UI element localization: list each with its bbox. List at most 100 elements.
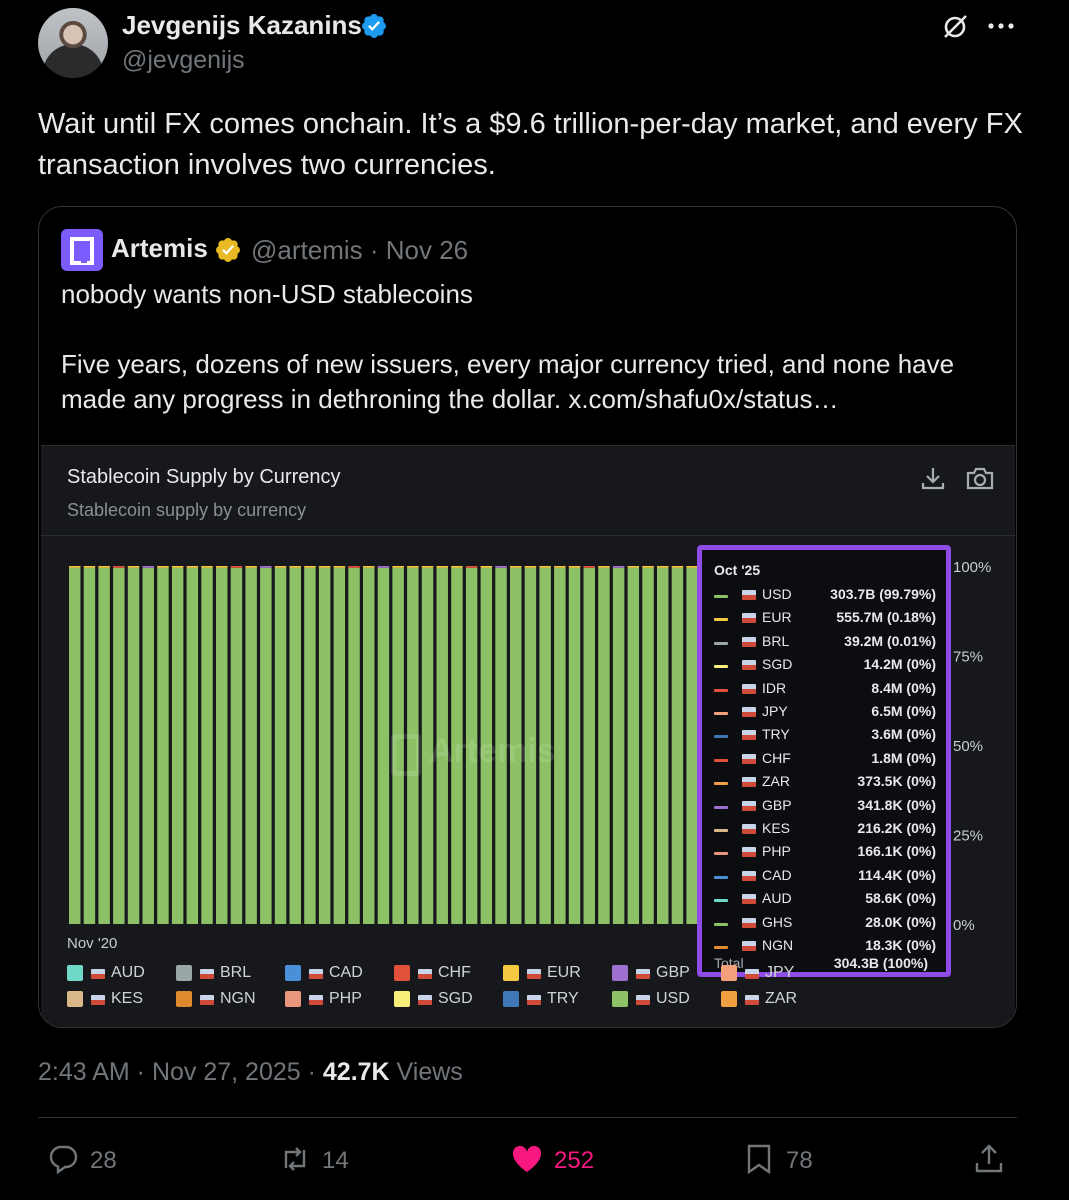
bar-other-currencies bbox=[201, 566, 213, 568]
bar-usd bbox=[642, 567, 654, 924]
bar-usd bbox=[186, 567, 199, 924]
legend-label: TRY bbox=[547, 990, 579, 1007]
flag-icon bbox=[742, 870, 756, 881]
author-avatar[interactable] bbox=[38, 8, 108, 78]
legend-label: KES bbox=[111, 990, 144, 1007]
flag-icon bbox=[527, 995, 541, 1005]
series-dash-icon bbox=[714, 805, 728, 809]
bar-other-currencies bbox=[407, 566, 419, 568]
chart-card: 100% 75% 50% 25% 0% Nov '20 Stablecoin Supply… bbox=[41, 445, 1015, 1027]
bar-usd bbox=[465, 567, 478, 924]
bar-usd bbox=[363, 567, 375, 924]
legend-label: CHF bbox=[438, 964, 471, 981]
bar-usd bbox=[260, 567, 272, 924]
quote-text-line1: nobody wants non-USD stablecoins bbox=[61, 279, 473, 309]
flag-icon bbox=[742, 613, 756, 624]
more-icon[interactable] bbox=[986, 14, 1016, 38]
series-dash-icon bbox=[714, 875, 728, 879]
bar-usd bbox=[245, 567, 257, 924]
flag-icon bbox=[91, 969, 105, 979]
flag-icon bbox=[742, 636, 756, 647]
tooltip-row-cad: CAD 114.4K (0%) bbox=[714, 867, 936, 890]
tooltip-row-kes: KES 216.2K (0%) bbox=[714, 820, 936, 843]
bar-other-currencies bbox=[480, 566, 493, 568]
bar-usd bbox=[554, 567, 566, 924]
bar-other-currencies bbox=[598, 566, 610, 568]
gold-verified-badge-icon bbox=[216, 238, 240, 262]
repost-count: 14 bbox=[322, 1147, 349, 1174]
flag-icon bbox=[91, 995, 105, 1005]
bar-usd bbox=[142, 567, 154, 924]
bar-other-currencies bbox=[230, 566, 243, 568]
bar-usd bbox=[274, 567, 287, 924]
tooltip-row-usd: USD 303.7B (99.79%) bbox=[714, 586, 936, 609]
legend-swatch bbox=[612, 991, 628, 1007]
tooltip-value: 216.2K (0%) bbox=[857, 820, 936, 836]
flag-icon bbox=[745, 995, 759, 1005]
flag-icon bbox=[742, 800, 756, 811]
like-count: 252 bbox=[554, 1147, 595, 1174]
legend-swatch bbox=[721, 965, 737, 981]
bar-other-currencies bbox=[289, 566, 301, 568]
flag-icon bbox=[742, 777, 756, 788]
camera-icon[interactable] bbox=[965, 464, 995, 492]
legend-label: USD bbox=[656, 990, 690, 1007]
legend-label: CAD bbox=[329, 964, 363, 981]
tooltip-value: 58.6K (0%) bbox=[865, 890, 936, 907]
legend-swatch bbox=[176, 991, 192, 1007]
grok-icon[interactable] bbox=[940, 12, 970, 42]
tooltip-code: GBP bbox=[762, 796, 792, 813]
tooltip-value: 341.8K (0%) bbox=[857, 796, 936, 813]
timestamp-text[interactable]: 2:43 AM · Nov 27, 2025 · bbox=[38, 1058, 323, 1086]
bar-usd bbox=[627, 567, 640, 924]
series-dash-icon bbox=[714, 899, 728, 903]
bar-other-currencies bbox=[348, 566, 360, 568]
legend-label: ZAR bbox=[765, 990, 797, 1007]
author-handle[interactable]: @jevgenijs bbox=[122, 46, 245, 74]
y-tick-label: 50% bbox=[953, 738, 983, 755]
views-count: 42.7K bbox=[322, 1058, 390, 1086]
tooltip-row-php: PHP 166.1K (0%) bbox=[714, 843, 936, 866]
flag-icon bbox=[309, 969, 323, 979]
series-dash-icon bbox=[714, 618, 728, 622]
bar-usd bbox=[480, 567, 493, 924]
chart-tooltip: Oct '25 Total 304.3B (100%) USD 303.7B (9… bbox=[697, 545, 951, 977]
tooltip-code: ZAR bbox=[762, 773, 790, 790]
quoted-tweet[interactable]: Artemis @artemis · Nov 26 nobody wants n… bbox=[38, 206, 1017, 1028]
bar-other-currencies bbox=[186, 566, 199, 568]
tooltip-value: 1.8M (0%) bbox=[871, 749, 936, 766]
tooltip-code: USD bbox=[762, 586, 792, 602]
series-dash-icon bbox=[714, 922, 728, 926]
bar-usd bbox=[451, 567, 463, 924]
series-dash-icon bbox=[714, 665, 728, 669]
series-dash-icon bbox=[714, 829, 728, 832]
bar-other-currencies bbox=[451, 566, 463, 568]
tooltip-code: AUD bbox=[762, 890, 792, 907]
tooltip-code: GHS bbox=[762, 913, 793, 930]
tooltip-code: BRL bbox=[762, 632, 790, 649]
tooltip-value: 39.2M (0.01%) bbox=[844, 632, 936, 649]
quote-author-name: Artemis bbox=[111, 233, 208, 263]
bar-other-currencies bbox=[216, 566, 228, 568]
y-tick-label: 25% bbox=[953, 828, 983, 845]
chart-subtitle: Stablecoin supply by currency bbox=[67, 500, 307, 520]
tooltip-code: PHP bbox=[762, 843, 791, 860]
tooltip-row-sgd: SGD 14.2M (0%) bbox=[714, 656, 936, 679]
flag-icon bbox=[418, 969, 432, 979]
series-dash-icon bbox=[714, 852, 728, 856]
bar-usd bbox=[510, 567, 522, 924]
flag-icon bbox=[742, 894, 756, 905]
y-tick-label: 75% bbox=[953, 649, 983, 666]
bar-other-currencies bbox=[113, 566, 125, 568]
tooltip-row-brl: BRL 39.2M (0.01%) bbox=[714, 633, 936, 656]
bar-usd bbox=[157, 567, 169, 924]
tooltip-code: NGN bbox=[762, 937, 794, 953]
flag-icon bbox=[742, 917, 756, 928]
reply-icon bbox=[49, 1145, 78, 1175]
legend-swatch bbox=[503, 965, 519, 981]
bar-other-currencies bbox=[554, 566, 566, 568]
download-icon[interactable] bbox=[919, 464, 947, 492]
reply-count: 28 bbox=[90, 1147, 117, 1174]
bookmark-count: 78 bbox=[786, 1147, 813, 1174]
author-name[interactable]: Jevgenijs Kazanins bbox=[122, 10, 362, 40]
